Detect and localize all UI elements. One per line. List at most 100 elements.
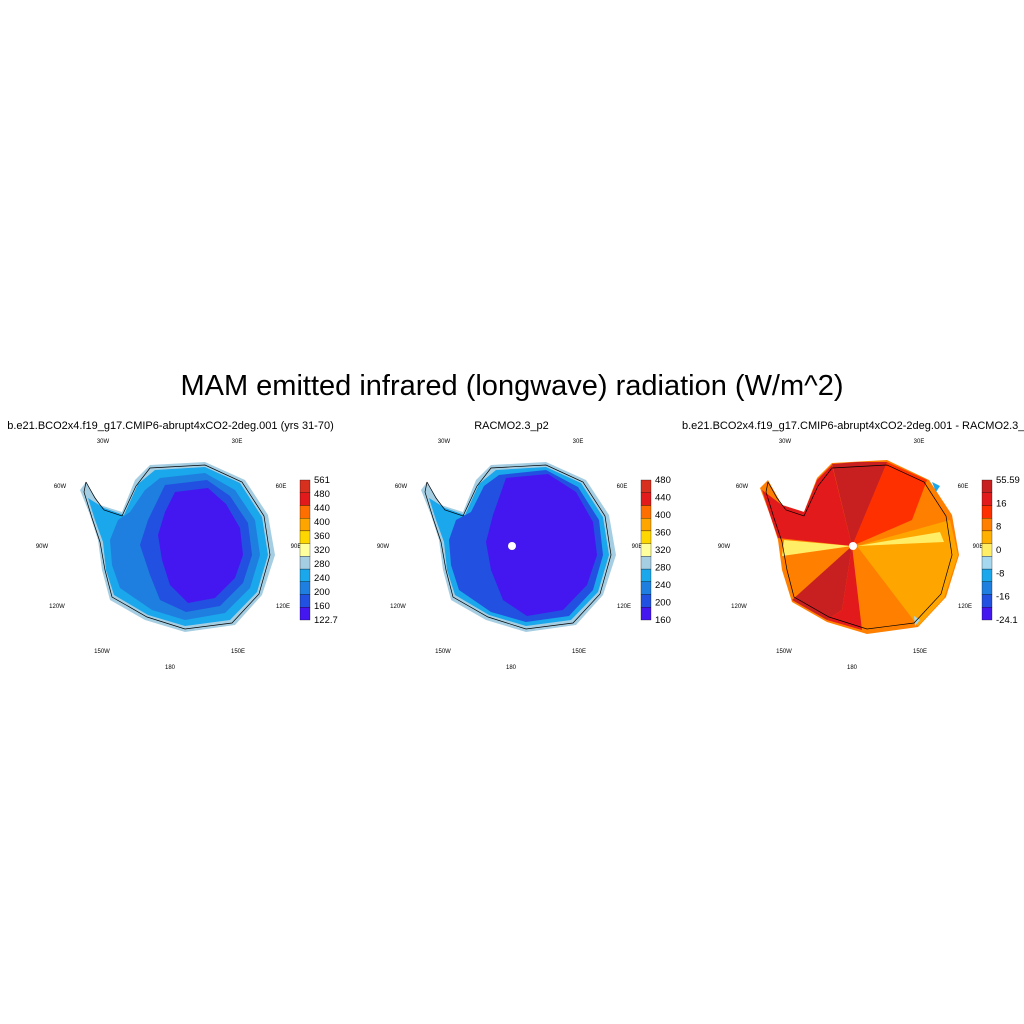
- colorbar-box: [299, 543, 311, 557]
- colorbar-label: 400: [314, 517, 330, 528]
- lon-label-90e: 90E: [632, 544, 643, 550]
- lon-label-90e: 90E: [973, 544, 984, 550]
- field-blue-edge-north: [932, 482, 940, 492]
- lon-label-90w: 90W: [718, 544, 731, 550]
- colorbar-box: [299, 505, 311, 519]
- coastline: [83, 464, 271, 630]
- lon-label-150w: 150W: [94, 649, 110, 655]
- lon-label-90e: 90E: [291, 544, 302, 550]
- colorbar-label: 0: [996, 545, 1001, 556]
- colorbar-box: [299, 492, 311, 506]
- colorbar-label: 240: [655, 580, 671, 591]
- longitude-labels: 30W 30E 60W 60E 90W 90E 120W 120E 150W 1…: [377, 439, 643, 671]
- lon-label-120w: 120W: [49, 604, 65, 610]
- lon-label-30e: 30E: [232, 439, 243, 445]
- lon-label-90w: 90W: [36, 544, 49, 550]
- lon-label-180: 180: [847, 665, 858, 671]
- colorbar-box: [981, 594, 993, 608]
- colorbar-label: 16: [996, 498, 1007, 509]
- colorbar-label: 320: [314, 545, 330, 556]
- colorbar-box: [981, 530, 993, 544]
- lon-label-150w: 150W: [776, 649, 792, 655]
- colorbar-label: 440: [655, 493, 671, 504]
- colorbar-label: 160: [655, 615, 671, 626]
- colorbar-label: 320: [655, 545, 671, 556]
- lon-label-30e: 30E: [573, 439, 584, 445]
- field-plateau-core: [486, 474, 597, 616]
- colorbar-label: 280: [655, 563, 671, 574]
- field-yellow-streak-west: [782, 540, 852, 556]
- lon-label-120e: 120E: [276, 604, 290, 610]
- colorbar-label: 122.7: [314, 615, 338, 626]
- colorbar-box: [299, 479, 311, 493]
- lon-label-150e: 150E: [572, 649, 586, 655]
- colorbar-label: 200: [655, 598, 671, 609]
- field-red-sector-south: [827, 546, 862, 630]
- map-panel-model: b.e21.BCO2x4.f19_g17.CMIP6-abrupt4xCO2-2…: [0, 420, 341, 680]
- lon-label-120w: 120W: [731, 604, 747, 610]
- colorbar: 480 440 400 360 320 280 240 200 160: [640, 475, 671, 626]
- lon-label-60w: 60W: [736, 484, 749, 490]
- colorbar: 561 480 440 400 360 320 280 240 200 160 122.7: [299, 475, 338, 626]
- coastline: [424, 464, 612, 630]
- colorbar-box: [640, 607, 652, 621]
- colorbar-box: [299, 594, 311, 608]
- field-blue-edge-south: [914, 616, 920, 626]
- field-red-sector-west: [762, 465, 852, 546]
- panel-title: b.e21.BCO2x4.f19_g17.CMIP6-abrupt4xCO2-2…: [682, 420, 1024, 432]
- colorbar-label: 240: [314, 573, 330, 584]
- colorbar-label: 480: [655, 475, 671, 486]
- lon-label-60e: 60E: [617, 484, 628, 490]
- antarctica-field: [760, 460, 959, 634]
- colorbar-box: [640, 479, 652, 493]
- colorbar-box: [640, 505, 652, 519]
- map-panel-difference: b.e21.BCO2x4.f19_g17.CMIP6-abrupt4xCO2-2…: [682, 420, 1024, 680]
- lon-label-180: 180: [165, 665, 176, 671]
- colorbar-box: [299, 556, 311, 570]
- lon-label-120e: 120E: [958, 604, 972, 610]
- colorbar-label: 160: [314, 601, 330, 612]
- colorbar-label: 360: [655, 528, 671, 539]
- lon-label-30w: 30W: [97, 439, 110, 445]
- lon-label-30e: 30E: [914, 439, 925, 445]
- field-orange-sector: [857, 520, 958, 626]
- antarctica-map-model: 30W 30E 60W 60E 90W 90E 120W 120E 150W 1…: [36, 439, 338, 671]
- field-plateau-core: [158, 488, 243, 603]
- colorbar-label: 8: [996, 522, 1001, 533]
- colorbar-label: -24.1: [996, 615, 1018, 626]
- colorbar-box: [299, 581, 311, 595]
- lon-label-60e: 60E: [276, 484, 287, 490]
- colorbar-label: 440: [314, 503, 330, 514]
- colorbar-box: [640, 581, 652, 595]
- panel-title: b.e21.BCO2x4.f19_g17.CMIP6-abrupt4xCO2-2…: [7, 420, 334, 432]
- lon-label-150e: 150E: [231, 649, 245, 655]
- colorbar-label: 561: [314, 475, 330, 486]
- longitude-labels: 30W 30E 60W 60E 90W 90E 120W 120E 150W 1…: [718, 439, 984, 671]
- field-red-sector-east: [852, 462, 927, 546]
- colorbar-box: [299, 518, 311, 532]
- colorbar-box: [981, 607, 993, 621]
- lon-label-30w: 30W: [438, 439, 451, 445]
- colorbar-box: [640, 556, 652, 570]
- colorbar-box: [981, 518, 993, 532]
- colorbar-box: [299, 607, 311, 621]
- colorbar-box: [299, 530, 311, 544]
- coastline: [765, 464, 953, 630]
- antarctica-map-difference: 30W 30E 60W 60E 90W 90E 120W 120E 150W 1…: [718, 439, 1020, 671]
- map-panel-racmo: RACMO2.3_p2 30W 30E 60W 60E 90W 90E 120W…: [341, 420, 682, 680]
- lon-label-150w: 150W: [435, 649, 451, 655]
- antarctica-field: [421, 462, 616, 632]
- lon-label-120w: 120W: [390, 604, 406, 610]
- colorbar-box: [981, 581, 993, 595]
- colorbar-label: 480: [314, 489, 330, 500]
- panel-title: RACMO2.3_p2: [474, 420, 549, 432]
- colorbar-label: 200: [314, 587, 330, 598]
- colorbar-box: [640, 530, 652, 544]
- colorbar-box: [640, 568, 652, 582]
- colorbar-label: 400: [655, 510, 671, 521]
- colorbar-box: [640, 518, 652, 532]
- colorbar-box: [640, 492, 652, 506]
- colorbar-box: [981, 505, 993, 519]
- antarctica-map-racmo: 30W 30E 60W 60E 90W 90E 120W 120E 150W 1…: [377, 439, 671, 671]
- lon-label-30w: 30W: [779, 439, 792, 445]
